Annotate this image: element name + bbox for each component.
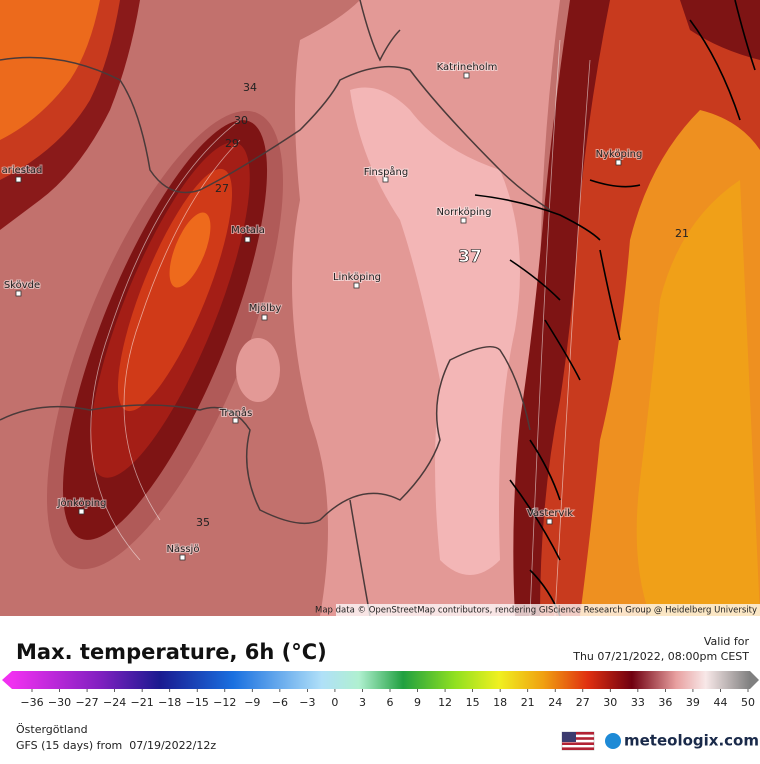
tick-label: −9 bbox=[244, 696, 260, 709]
contour-label: 34 bbox=[243, 81, 257, 94]
city-label: Nässjö bbox=[167, 544, 200, 555]
city-marker bbox=[261, 314, 268, 321]
tick-label: 44 bbox=[713, 696, 727, 709]
tick-label: 0 bbox=[331, 696, 338, 709]
tick-label: −6 bbox=[272, 696, 288, 709]
colorbar-end bbox=[2, 671, 12, 689]
city-label: Mjölby bbox=[249, 303, 282, 314]
colorbar bbox=[12, 671, 750, 689]
contour-label: 21 bbox=[675, 227, 689, 240]
city-marker bbox=[179, 554, 186, 561]
tick-label: 6 bbox=[387, 696, 394, 709]
tick-label: 9 bbox=[414, 696, 421, 709]
tick-label: −12 bbox=[213, 696, 236, 709]
city-label: Norrköping bbox=[436, 207, 491, 218]
city-marker bbox=[232, 417, 239, 424]
tick-label: 21 bbox=[521, 696, 535, 709]
contour-label: 37 bbox=[458, 247, 482, 267]
city-label: Finspång bbox=[364, 165, 409, 178]
tick-label: 3 bbox=[359, 696, 366, 709]
region: Östergötland bbox=[16, 723, 88, 736]
model-run: GFS (15 days) from 07/19/2022/12z bbox=[16, 739, 216, 752]
tick-label: 12 bbox=[438, 696, 452, 709]
contour-labels: 34 30 29 27 37 21 35 bbox=[196, 81, 689, 529]
contour-label: 29 bbox=[225, 137, 239, 150]
contour-label: 30 bbox=[234, 114, 248, 127]
city-label: Västervik bbox=[527, 508, 573, 519]
tick-label: −24 bbox=[103, 696, 126, 709]
flag-icon bbox=[561, 731, 595, 751]
valid-time: Thu 07/21/2022, 08:00pm CEST bbox=[572, 650, 749, 663]
city-label: Katrineholm bbox=[437, 62, 498, 73]
tick-label: 24 bbox=[548, 696, 562, 709]
city-marker bbox=[546, 518, 553, 525]
city-label: Motala bbox=[231, 225, 265, 236]
city-label: Nyköping bbox=[596, 149, 643, 160]
tick-label: −18 bbox=[158, 696, 181, 709]
tick-label: −21 bbox=[131, 696, 154, 709]
city-marker bbox=[463, 72, 470, 79]
tick-label: 30 bbox=[603, 696, 617, 709]
city-label: Skövde bbox=[4, 280, 40, 291]
tick-label: 15 bbox=[466, 696, 480, 709]
city-marker bbox=[244, 236, 251, 243]
city-marker bbox=[460, 217, 467, 224]
tick-label: 27 bbox=[576, 696, 590, 709]
city-label: Jönköping bbox=[57, 498, 107, 509]
tick-label: −30 bbox=[48, 696, 71, 709]
tick-label: −15 bbox=[186, 696, 209, 709]
attribution-bg bbox=[336, 604, 760, 616]
tick-label: −36 bbox=[20, 696, 43, 709]
tick-label: 33 bbox=[631, 696, 645, 709]
tick-label: 18 bbox=[493, 696, 507, 709]
contour-label: 27 bbox=[215, 182, 229, 195]
tick-label: 50 bbox=[741, 696, 755, 709]
city-label: Tranås bbox=[219, 406, 253, 419]
map bbox=[0, 0, 760, 616]
city-marker bbox=[382, 176, 389, 183]
brand[interactable]: meteologix.com bbox=[624, 732, 759, 750]
tick-label: 36 bbox=[658, 696, 672, 709]
legend-title: Max. temperature, 6h (°C) bbox=[16, 640, 327, 664]
city-label: ariestad bbox=[2, 165, 43, 176]
cities: Katrineholm Finspång Norrköping Nyköping… bbox=[1, 61, 643, 561]
brand-logo bbox=[605, 733, 621, 749]
city-marker bbox=[78, 508, 85, 515]
tick-label: −27 bbox=[75, 696, 98, 709]
tick-label: 39 bbox=[686, 696, 700, 709]
contour-label: 35 bbox=[196, 516, 210, 529]
colorbar-ticks: −36 −30 −27 −24 −21 −18 −15 −12 −9 −6 −3 0 3 6 9 12 15 18… bbox=[20, 689, 755, 709]
valid-label: Valid for bbox=[704, 635, 750, 648]
city-marker bbox=[615, 159, 622, 166]
city-marker bbox=[15, 290, 22, 297]
city-marker bbox=[353, 282, 360, 289]
city-label: Linköping bbox=[333, 272, 381, 283]
colorbar-end bbox=[750, 671, 759, 689]
city-marker bbox=[15, 176, 22, 183]
tick-label: −3 bbox=[299, 696, 315, 709]
attribution: Map data © OpenStreetMap contributors, r… bbox=[315, 606, 757, 616]
